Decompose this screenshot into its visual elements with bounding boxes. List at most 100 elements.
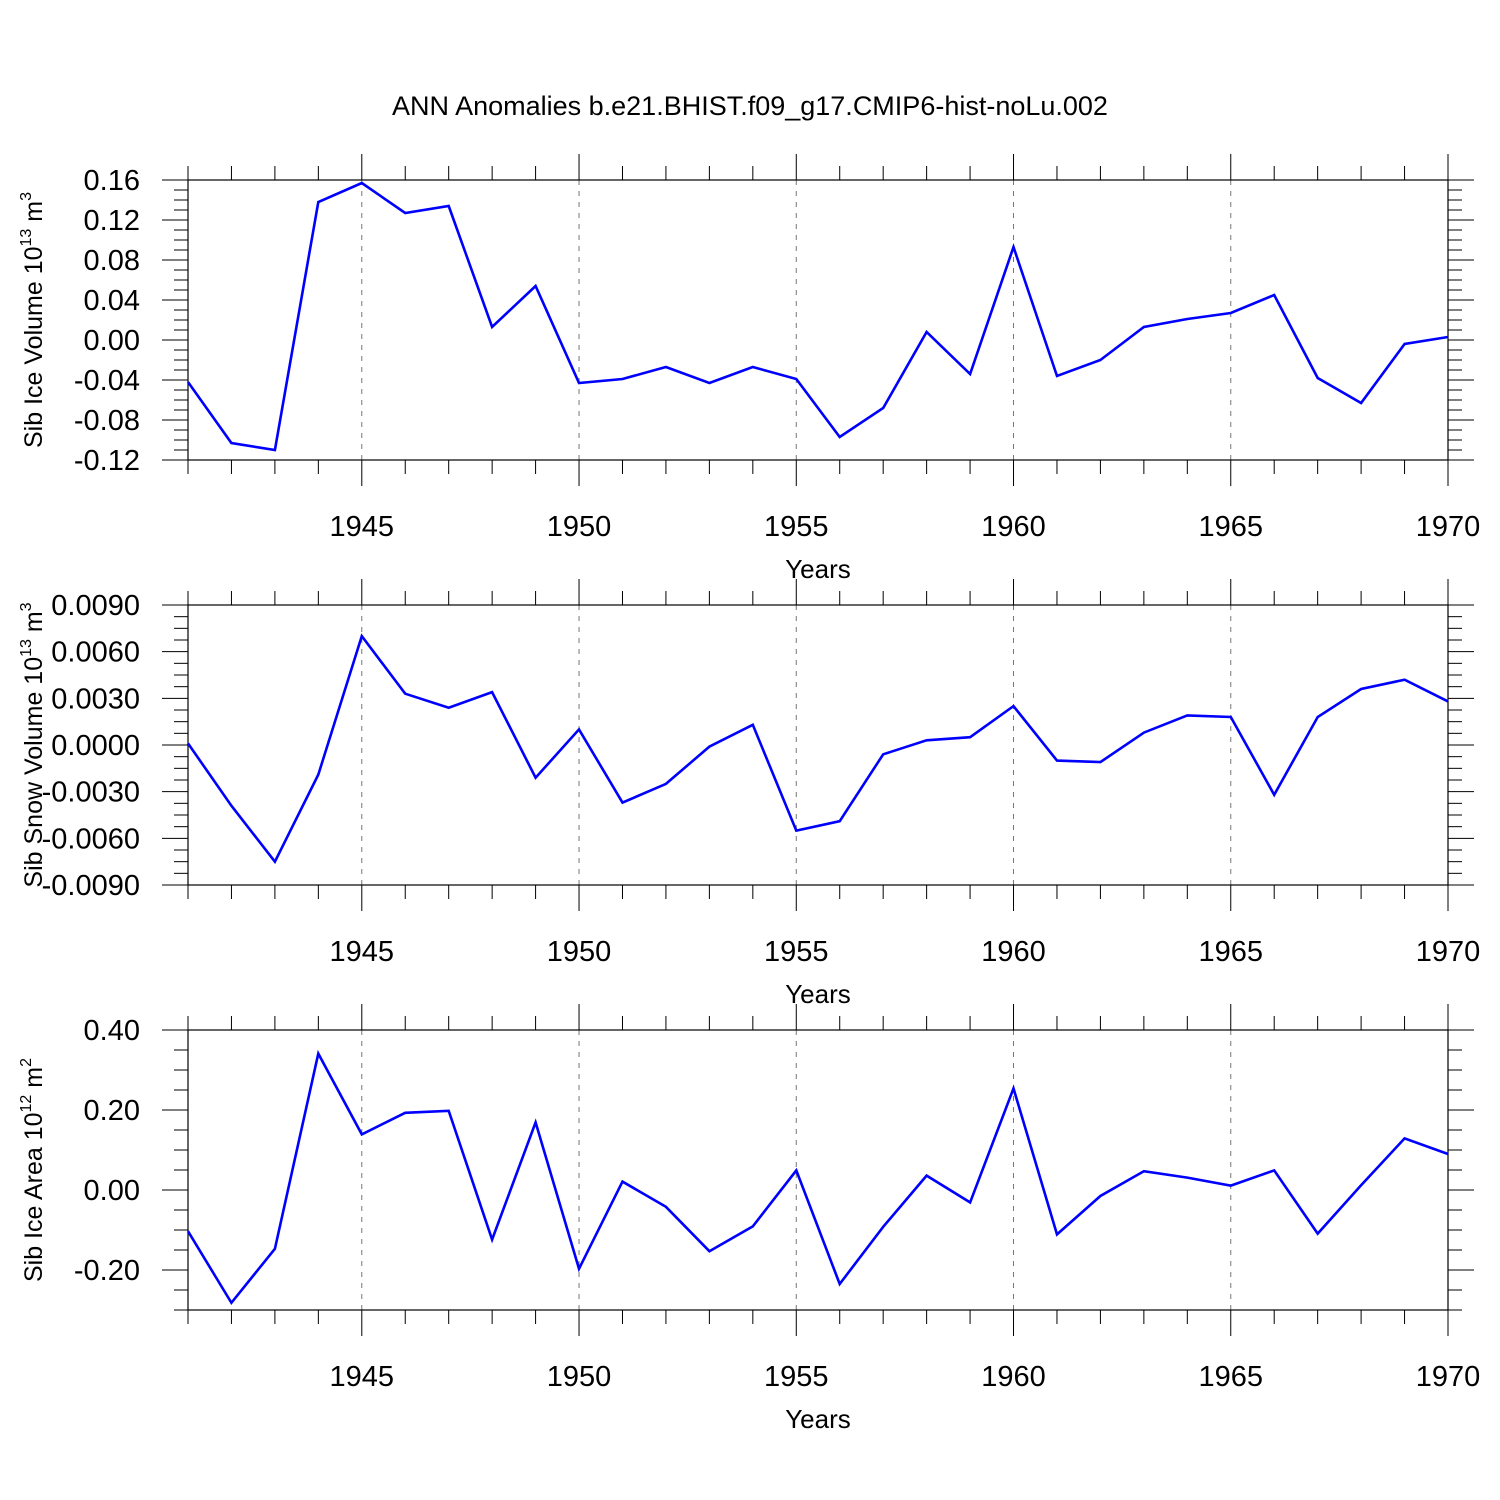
data-point [665,366,667,368]
data-point [1056,1233,1058,1235]
series-line [186,181,1449,452]
data-point [1099,761,1101,763]
data-point [708,1250,710,1252]
x-tick-label: 1945 [330,1361,395,1393]
y-tick-label: -0.0030 [42,777,140,809]
data-point [708,745,710,747]
data-point [1360,1184,1362,1186]
data-point [491,326,493,328]
data-point [578,382,580,384]
data-point [578,728,580,730]
data-point [1186,1176,1188,1178]
data-point [534,776,536,778]
data-point [795,378,797,380]
y-label-superscript: 12 [18,1095,35,1113]
y-label-text: m [20,201,48,229]
x-tick-label: 1970 [1416,1361,1481,1393]
data-point [491,691,493,693]
y-tick-label: -0.08 [74,405,140,437]
x-tick-label: 1965 [1199,511,1264,543]
x-tick-label: 1950 [547,511,612,543]
data-point [447,205,449,207]
y-tick-label: 0.00 [84,1175,140,1207]
data-point [925,739,927,741]
y-tick-label: 0.08 [84,245,140,277]
data-point [1403,678,1405,680]
panel-ice-volume: -0.12 -0.08 -0.04 0.00 0.04 0.08 0.12 0.16 1945 1… [18,154,1480,584]
data-point [1273,294,1275,296]
y-tick-label: 0.20 [84,1095,140,1127]
y-tick-label: -0.12 [74,445,140,477]
panel-snow-volume: -0.0090 -0.0060 -0.0030 0.0000 0.0030 0.0060 0… [18,579,1480,1009]
y-label-text: m [20,611,48,639]
plot-frame [187,179,1449,461]
data-point [839,436,841,438]
x-tick-label: 1965 [1199,936,1264,968]
data-point [230,442,232,444]
data-point [491,1238,493,1240]
data-point [1230,312,1232,314]
data-point [969,736,971,738]
x-tick-label: 1960 [981,1361,1046,1393]
x-tick-label: 1955 [764,511,829,543]
x-tick-label: 1960 [981,511,1046,543]
data-point [361,1133,363,1135]
data-point [621,801,623,803]
data-point [1143,326,1145,328]
x-tick-label: 1955 [764,936,829,968]
y-axis-label: Sib Snow Volume 1013 m3 [18,602,48,887]
data-point [317,1052,319,1054]
y-tick-label: 0.40 [84,1015,140,1047]
data-point [882,1226,884,1228]
data-point [752,724,754,726]
plot-frame [187,1029,1449,1311]
data-point [447,1110,449,1112]
data-point [708,382,710,384]
y-label-superscript: 2 [18,1058,35,1067]
data-point [839,820,841,822]
data-point [404,692,406,694]
data-point [752,366,754,368]
data-point [1143,731,1145,733]
data-point [534,1121,536,1123]
data-point [274,860,276,862]
data-point [1316,377,1318,379]
y-label-text: m [20,1067,48,1095]
x-tick-label: 1945 [330,936,395,968]
y-label-text: Sib Snow Volume 10 [20,657,48,888]
plot-frame [187,604,1449,886]
y-tick-label: 0.04 [84,285,140,317]
x-axis-label: Years [785,1404,851,1434]
data-point [1447,700,1449,702]
data-point [925,1174,927,1176]
data-point [1316,1232,1318,1234]
data-point [839,1283,841,1285]
data-point [317,201,319,203]
y-tick-label: 0.0060 [51,637,140,669]
data-point [317,773,319,775]
x-tick-label: 1970 [1416,511,1481,543]
data-point [1360,688,1362,690]
data-point [1012,705,1014,707]
data-point [1403,343,1405,345]
data-point [361,182,363,184]
data-point [621,1180,623,1182]
data-point [1099,1195,1101,1197]
data-point [1360,402,1362,404]
y-tick-label: -0.0060 [42,823,140,855]
data-point [1143,1170,1145,1172]
data-point [882,753,884,755]
data-point [752,1225,754,1227]
y-label-superscript: 3 [18,192,35,201]
data-point [361,635,363,637]
data-point [969,1201,971,1203]
data-point [1230,716,1232,718]
y-tick-label: 0.00 [84,325,140,357]
y-label-superscript: 13 [18,639,35,657]
y-label-text: Sib Ice Area 10 [20,1112,48,1282]
data-point [795,1169,797,1171]
y-tick-label: 0.0030 [51,683,140,715]
data-point [665,1206,667,1208]
data-point [621,378,623,380]
data-point [1056,759,1058,761]
